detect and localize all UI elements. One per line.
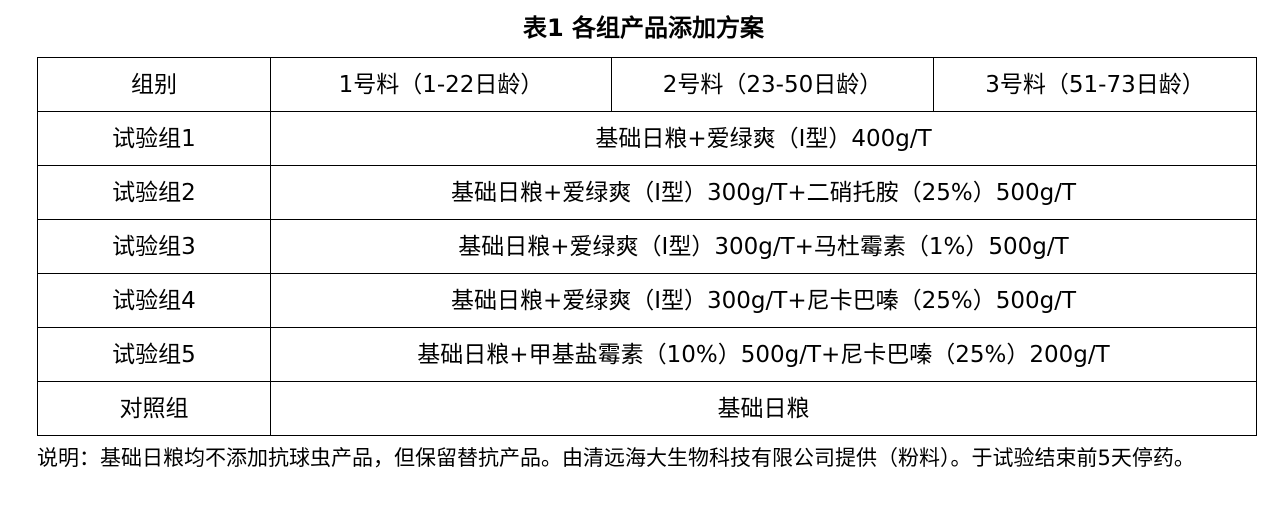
table-row: 试验组2 基础日粮+爱绿爽（Ⅰ型）300g/T+二硝托胺（25%）500g/T bbox=[37, 165, 1257, 220]
table-row: 试验组1 基础日粮+爱绿爽（Ⅰ型）400g/T bbox=[37, 111, 1257, 166]
group-cell: 试验组1 bbox=[37, 111, 271, 166]
plan-cell: 基础日粮+爱绿爽（Ⅰ型）300g/T+马杜霉素（1%）500g/T bbox=[270, 219, 1257, 274]
group-cell: 对照组 bbox=[37, 381, 271, 436]
header-cell: 3号料（51-73日龄） bbox=[933, 57, 1257, 112]
table-row: 试验组3 基础日粮+爱绿爽（Ⅰ型）300g/T+马杜霉素（1%）500g/T bbox=[37, 219, 1257, 274]
plan-cell: 基础日粮+爱绿爽（Ⅰ型）400g/T bbox=[270, 111, 1257, 166]
header-cell: 2号料（23-50日龄） bbox=[611, 57, 934, 112]
table-note: 说明：基础日粮均不添加抗球虫产品，但保留替抗产品。由清远海大生物科技有限公司提供… bbox=[37, 446, 1195, 470]
table-row: 对照组 基础日粮 bbox=[37, 381, 1257, 436]
group-cell: 试验组3 bbox=[37, 219, 271, 274]
plan-cell: 基础日粮+爱绿爽（Ⅰ型）300g/T+尼卡巴嗪（25%）500g/T bbox=[270, 273, 1257, 328]
table-row: 试验组4 基础日粮+爱绿爽（Ⅰ型）300g/T+尼卡巴嗪（25%）500g/T bbox=[37, 273, 1257, 328]
product-plan-table: 组别 1号料（1-22日龄） 2号料（23-50日龄） 3号料（51-73日龄）… bbox=[37, 57, 1257, 436]
group-cell: 试验组4 bbox=[37, 273, 271, 328]
header-cell: 1号料（1-22日龄） bbox=[270, 57, 612, 112]
table-title: 表1 各组产品添加方案 bbox=[522, 14, 765, 42]
plan-cell: 基础日粮+爱绿爽（Ⅰ型）300g/T+二硝托胺（25%）500g/T bbox=[270, 165, 1257, 220]
header-cell: 组别 bbox=[37, 57, 271, 112]
plan-cell: 基础日粮 bbox=[270, 381, 1257, 436]
table-header-row: 组别 1号料（1-22日龄） 2号料（23-50日龄） 3号料（51-73日龄） bbox=[37, 57, 1257, 112]
plan-cell: 基础日粮+甲基盐霉素（10%）500g/T+尼卡巴嗪（25%）200g/T bbox=[270, 327, 1257, 382]
group-cell: 试验组2 bbox=[37, 165, 271, 220]
table-row: 试验组5 基础日粮+甲基盐霉素（10%）500g/T+尼卡巴嗪（25%）200g… bbox=[37, 327, 1257, 382]
group-cell: 试验组5 bbox=[37, 327, 271, 382]
